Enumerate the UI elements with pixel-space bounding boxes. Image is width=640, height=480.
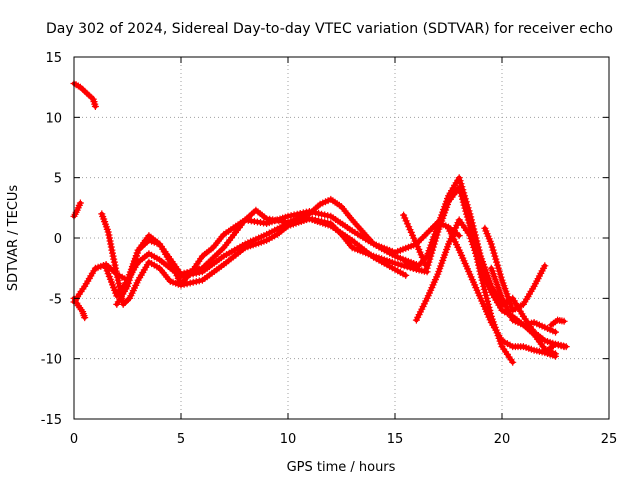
- y-tick-label: 15: [45, 51, 62, 66]
- x-tick-label: 10: [280, 432, 297, 447]
- chart-title: Day 302 of 2024, Sidereal Day-to-day VTE…: [46, 21, 613, 37]
- series-sat-g: [98, 210, 431, 308]
- series-sat-f: [113, 195, 463, 308]
- series-sat-a: [70, 80, 99, 110]
- series-markers: [481, 224, 549, 314]
- series-markers: [547, 316, 568, 329]
- series-markers: [545, 340, 568, 353]
- axis-ticks: [73, 56, 610, 420]
- series-markers: [113, 195, 463, 308]
- y-tick-label: 5: [54, 172, 62, 187]
- series-markers: [98, 210, 431, 308]
- series-markers: [487, 264, 559, 336]
- y-tick-labels: -15 -10 -5 0 5 10 15: [41, 51, 62, 428]
- series-markers: [70, 80, 99, 110]
- series-markers: [70, 199, 84, 220]
- y-tick-label: -5: [49, 292, 62, 307]
- y-tick-label: -15: [41, 413, 62, 428]
- series-group: [70, 80, 570, 366]
- series-sat-b: [70, 199, 84, 220]
- grid: [74, 57, 609, 419]
- series-sat-k: [400, 183, 517, 366]
- x-axis-label: GPS time / hours: [287, 460, 396, 475]
- series-sat-l: [481, 224, 549, 314]
- x-tick-label: 25: [601, 432, 618, 447]
- x-tick-labels: 0 5 10 15 20 25: [70, 432, 617, 447]
- x-tick-label: 20: [494, 432, 511, 447]
- x-tick-label: 15: [387, 432, 404, 447]
- y-tick-label: -10: [41, 353, 62, 368]
- x-tick-label: 5: [177, 432, 185, 447]
- series-markers: [400, 183, 517, 366]
- series-sat-m: [487, 264, 559, 336]
- series-sat-n: [547, 316, 568, 329]
- y-tick-label: 0: [54, 232, 62, 247]
- y-axis-label: SDTVAR / TECUs: [6, 185, 21, 292]
- x-tick-label: 0: [70, 432, 78, 447]
- series-sat-o: [545, 340, 568, 353]
- y-tick-label: 10: [45, 111, 62, 126]
